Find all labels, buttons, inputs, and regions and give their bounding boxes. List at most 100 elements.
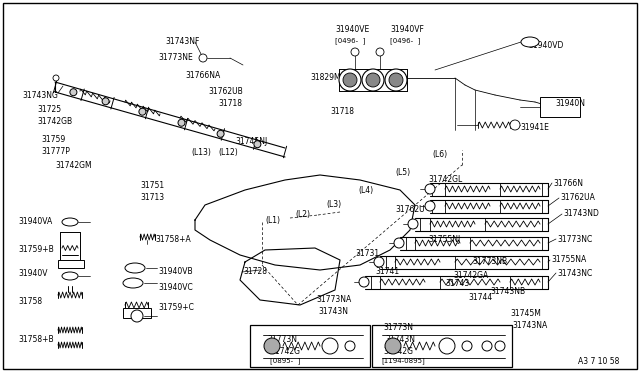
Circle shape (359, 277, 369, 287)
Circle shape (217, 130, 224, 137)
Polygon shape (195, 175, 415, 270)
Bar (250, 325, 370, 367)
Circle shape (425, 201, 435, 211)
Text: 31713: 31713 (140, 193, 164, 202)
Text: 31773NC: 31773NC (557, 234, 592, 244)
Circle shape (264, 338, 280, 354)
Text: [0895-  ]: [0895- ] (270, 357, 300, 365)
Bar (372, 325, 512, 367)
Text: 31743NG: 31743NG (22, 92, 58, 100)
Text: 31743NA: 31743NA (512, 321, 547, 330)
Circle shape (345, 341, 355, 351)
Text: 31766N: 31766N (553, 179, 583, 187)
Circle shape (510, 120, 520, 130)
Circle shape (385, 69, 407, 91)
Circle shape (254, 141, 261, 148)
Text: 31758+B: 31758+B (18, 334, 54, 343)
Text: 31777P: 31777P (41, 147, 70, 155)
Ellipse shape (62, 218, 78, 226)
Text: 31744: 31744 (468, 294, 492, 302)
Circle shape (199, 54, 207, 62)
Text: 31731: 31731 (355, 248, 379, 257)
Circle shape (322, 338, 338, 354)
Text: 31743NC: 31743NC (557, 269, 592, 278)
Text: 31745M: 31745M (510, 308, 541, 317)
Text: 31829M: 31829M (310, 73, 340, 81)
Text: 31758: 31758 (18, 296, 42, 305)
Circle shape (482, 341, 492, 351)
Text: 31773NA: 31773NA (316, 295, 351, 304)
Text: 31762UB: 31762UB (208, 87, 243, 96)
Text: 31742GM: 31742GM (55, 160, 92, 170)
Text: 31743NB: 31743NB (490, 286, 525, 295)
Text: 31741: 31741 (375, 266, 399, 276)
Text: (L3): (L3) (326, 201, 341, 209)
Bar (58, 260, 84, 268)
Text: 31743NF: 31743NF (165, 38, 200, 46)
Ellipse shape (125, 263, 145, 273)
Text: A3 7 10 58: A3 7 10 58 (578, 356, 620, 366)
Text: 31743: 31743 (445, 279, 469, 288)
Polygon shape (240, 248, 340, 305)
Circle shape (385, 338, 401, 354)
Text: 31742G: 31742G (383, 346, 413, 356)
Text: 31751: 31751 (140, 182, 164, 190)
Text: 31725: 31725 (37, 106, 61, 115)
Circle shape (362, 69, 384, 91)
Text: 31743N: 31743N (318, 307, 348, 315)
Circle shape (408, 219, 418, 229)
Text: 31755NA: 31755NA (551, 256, 586, 264)
Text: 31718: 31718 (330, 108, 354, 116)
Text: 31940VC: 31940VC (158, 282, 193, 292)
Text: 31940VD: 31940VD (528, 42, 563, 51)
Text: 31940V: 31940V (18, 269, 47, 279)
Bar (540, 97, 580, 117)
Text: 31743N: 31743N (385, 336, 415, 344)
Text: 31742GB: 31742GB (37, 118, 72, 126)
Circle shape (70, 89, 77, 96)
Bar (123, 308, 151, 318)
Text: 31762UA: 31762UA (560, 193, 595, 202)
Circle shape (439, 338, 455, 354)
Text: 31773NE: 31773NE (158, 52, 193, 61)
Text: 31773N: 31773N (267, 336, 297, 344)
Text: 31742GA: 31742GA (453, 270, 488, 279)
Ellipse shape (123, 278, 143, 288)
Text: (L12): (L12) (218, 148, 237, 157)
Text: 31773N: 31773N (383, 324, 413, 333)
Circle shape (178, 119, 185, 126)
Text: 31941E: 31941E (520, 124, 549, 132)
Circle shape (366, 73, 380, 87)
Text: 31940VE: 31940VE (335, 26, 369, 35)
Text: 31773NB: 31773NB (472, 257, 507, 266)
Text: 31940N: 31940N (555, 99, 585, 108)
Text: (L5): (L5) (395, 167, 410, 176)
Circle shape (343, 73, 357, 87)
Text: 31742GL: 31742GL (428, 176, 462, 185)
Circle shape (374, 257, 384, 267)
Circle shape (351, 48, 359, 56)
Text: 31718: 31718 (218, 99, 242, 109)
Text: 31759+C: 31759+C (158, 304, 194, 312)
Circle shape (425, 184, 435, 194)
Circle shape (462, 341, 472, 351)
Text: 31759: 31759 (41, 135, 65, 144)
Text: 31940VB: 31940VB (158, 267, 193, 276)
Text: 31745NJ: 31745NJ (235, 137, 268, 145)
Text: 31940VA: 31940VA (18, 218, 52, 227)
Circle shape (139, 108, 146, 115)
Circle shape (394, 238, 404, 248)
Circle shape (53, 75, 59, 81)
Ellipse shape (62, 272, 78, 280)
Circle shape (131, 310, 143, 322)
Ellipse shape (521, 37, 539, 47)
Circle shape (339, 69, 361, 91)
Text: (L1): (L1) (265, 217, 280, 225)
Text: (L6): (L6) (432, 151, 447, 160)
Circle shape (376, 48, 384, 56)
Text: 31758+A: 31758+A (155, 235, 191, 244)
Text: 31766NA: 31766NA (185, 71, 220, 80)
Circle shape (495, 341, 505, 351)
Text: 31728: 31728 (243, 266, 267, 276)
Text: [1194-0895]: [1194-0895] (381, 357, 425, 365)
